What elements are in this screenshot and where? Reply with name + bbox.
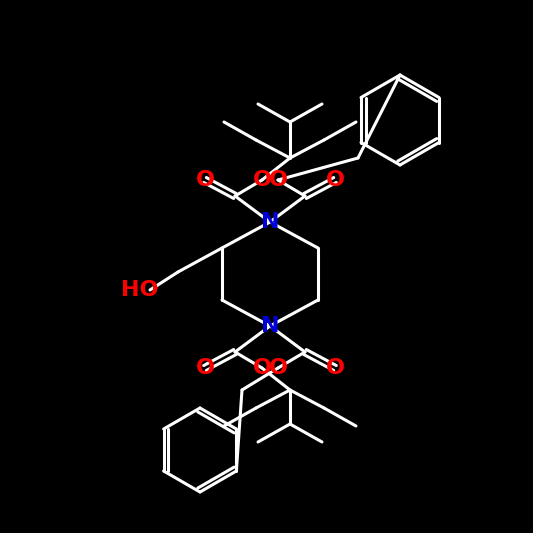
Text: N: N — [261, 316, 279, 336]
Text: O: O — [326, 358, 344, 378]
Text: HO: HO — [121, 280, 159, 300]
Text: O: O — [196, 358, 214, 378]
Text: N: N — [261, 212, 279, 232]
Text: O: O — [253, 170, 271, 190]
Text: O: O — [253, 358, 271, 378]
Text: O: O — [196, 170, 214, 190]
Text: O: O — [326, 170, 344, 190]
Text: O: O — [269, 170, 287, 190]
Text: O: O — [269, 358, 287, 378]
